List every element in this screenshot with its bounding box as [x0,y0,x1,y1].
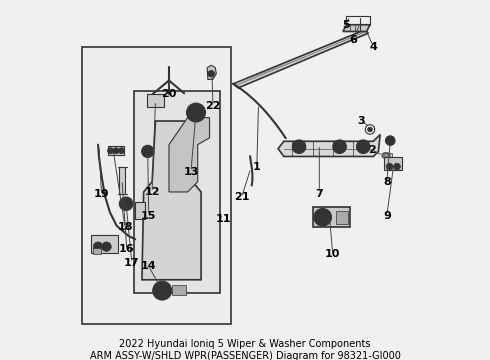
Bar [91,235,118,253]
Circle shape [393,163,400,170]
Circle shape [120,197,133,211]
Bar [382,153,392,157]
Circle shape [113,148,119,154]
Text: 9: 9 [383,211,391,221]
Circle shape [153,281,172,300]
Text: 19: 19 [94,189,109,199]
Text: 18: 18 [117,222,133,233]
Bar [135,202,145,219]
Text: 7: 7 [316,189,323,199]
Circle shape [118,148,124,154]
Circle shape [386,136,395,145]
Text: 13: 13 [183,167,198,177]
Text: 14: 14 [141,261,156,271]
Text: 11: 11 [215,214,231,224]
Polygon shape [169,118,210,192]
Polygon shape [142,121,201,280]
Bar [120,167,125,194]
Circle shape [208,70,215,77]
Bar [133,91,220,293]
Bar [172,285,186,295]
Polygon shape [343,25,370,31]
Circle shape [93,242,103,251]
Text: 1: 1 [253,162,261,172]
Text: 3: 3 [358,116,366,126]
Bar [147,94,164,108]
Circle shape [336,143,343,150]
Circle shape [314,208,331,226]
Text: 5: 5 [343,20,350,30]
Circle shape [187,103,205,122]
Circle shape [145,148,151,154]
Bar [313,207,350,228]
Circle shape [157,286,167,295]
Bar [108,146,124,156]
Text: 4: 4 [369,42,377,52]
Circle shape [293,140,306,153]
Circle shape [107,148,114,154]
Circle shape [357,140,370,153]
Circle shape [318,213,327,222]
Text: 15: 15 [141,211,156,221]
Polygon shape [278,135,380,157]
Polygon shape [233,30,368,88]
Text: 6: 6 [349,35,357,45]
Circle shape [102,242,111,251]
Bar [336,211,348,224]
Text: 2: 2 [368,145,375,155]
Polygon shape [207,65,216,80]
Circle shape [295,143,302,150]
Circle shape [333,140,346,153]
Text: 21: 21 [234,192,249,202]
Bar [93,248,101,255]
Circle shape [142,145,154,157]
Bar [82,47,231,324]
Circle shape [368,127,372,132]
Circle shape [191,108,201,117]
Text: 17: 17 [124,258,140,268]
Text: 12: 12 [145,187,160,197]
Circle shape [388,138,392,143]
Text: 16: 16 [119,244,135,255]
Text: 22: 22 [205,101,221,111]
Circle shape [386,163,393,170]
Text: 2022 Hyundai Ioniq 5 Wiper & Washer Components
ARM ASSY-W/SHLD WPR(PASSENGER) Di: 2022 Hyundai Ioniq 5 Wiper & Washer Comp… [90,339,400,360]
Text: 8: 8 [383,177,391,187]
Text: 10: 10 [325,249,341,260]
Text: 20: 20 [161,89,177,99]
Bar [384,157,402,170]
